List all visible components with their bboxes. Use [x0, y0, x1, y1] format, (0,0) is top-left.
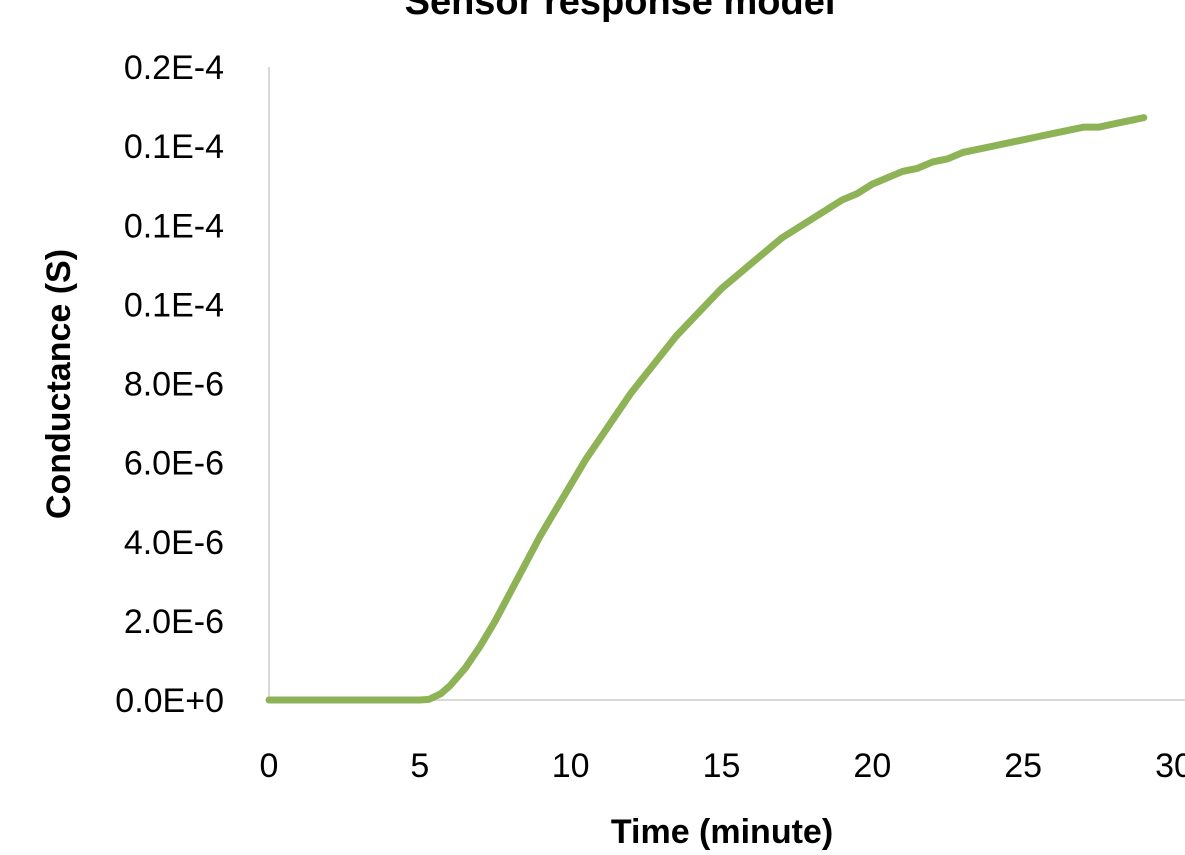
y-tick-label: 0.1E-4 — [124, 207, 224, 245]
y-tick-label: 0.2E-4 — [124, 49, 224, 87]
y-tick-label: 6.0E-6 — [124, 445, 224, 483]
y-axis-label: Conductance (S) — [40, 249, 78, 519]
x-tick-label: 30 — [1155, 747, 1185, 785]
x-tick-label: 0 — [260, 747, 279, 785]
y-tick-label: 0.1E-4 — [124, 128, 224, 166]
series-line-0 — [265, 114, 1148, 704]
series-layer — [265, 114, 1148, 704]
x-axis-label: Time (minute) — [611, 813, 833, 851]
x-tick-labels: 0 5 10 15 20 25 30 — [260, 747, 1185, 785]
x-tick-label: 20 — [853, 747, 891, 785]
y-tick-label: 8.0E-6 — [124, 366, 224, 404]
x-tick-label: 25 — [1004, 747, 1042, 785]
chart-title: Sensor response model — [405, 0, 836, 23]
y-tick-label: 0.0E+0 — [115, 682, 224, 720]
y-tick-label: 4.0E-6 — [124, 524, 224, 562]
y-tick-label: 2.0E-6 — [124, 603, 224, 641]
y-tick-label: 0.1E-4 — [124, 286, 224, 324]
x-tick-label: 15 — [703, 747, 741, 785]
x-tick-label: 5 — [410, 747, 429, 785]
y-tick-labels: 0.0E+0 2.0E-6 4.0E-6 6.0E-6 8.0E-6 0.1E-4 0.1E… — [115, 49, 224, 720]
x-tick-label: 10 — [552, 747, 590, 785]
